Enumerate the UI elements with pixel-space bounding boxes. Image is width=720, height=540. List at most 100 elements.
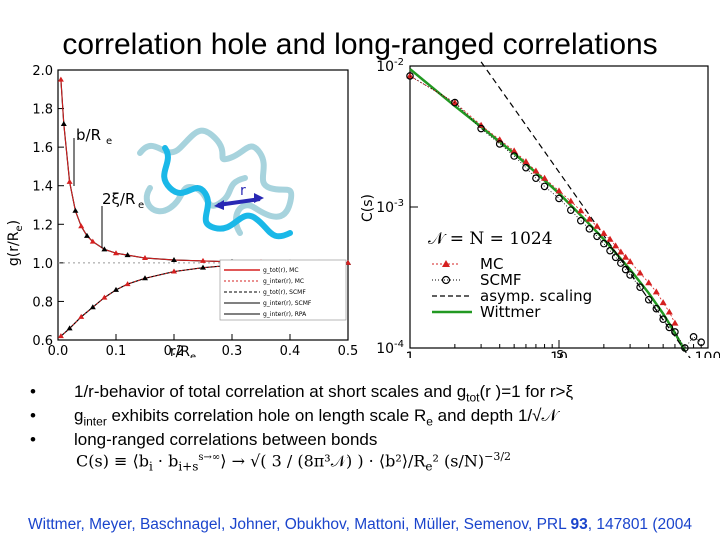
left-data-point bbox=[200, 264, 206, 270]
bond-correlation-formula: C(s) ≡ ⟨bi · bi+ss→∞⟩ → √( 3 / (8π³𝒩) ) … bbox=[76, 450, 512, 474]
scmf-point bbox=[621, 265, 630, 274]
scmf-point bbox=[626, 271, 634, 279]
left-data-point bbox=[142, 275, 148, 281]
left-y-tick-label: 1.2 bbox=[32, 218, 53, 233]
mc-point bbox=[585, 215, 593, 222]
left-y-tick-label: 0.6 bbox=[32, 334, 53, 349]
left-data-point bbox=[57, 76, 64, 82]
b-over-re-sub: e bbox=[106, 136, 112, 147]
left-x-tick-label: 0.0 bbox=[48, 344, 69, 358]
left-legend: g_tot(r), MC g_inter(r), MC g_tot(r), SC… bbox=[219, 259, 347, 321]
left-data-point bbox=[78, 313, 85, 319]
mc-point bbox=[522, 158, 530, 165]
left-data-point bbox=[113, 286, 119, 292]
left-x-tick-label: 0.4 bbox=[280, 344, 301, 358]
mc-point bbox=[652, 288, 660, 295]
scmf-point bbox=[611, 253, 620, 262]
bullet-2-text: ginter exhibits correlation hole on leng… bbox=[74, 406, 558, 429]
scmf-point bbox=[665, 323, 674, 332]
distance-r-arrow-icon bbox=[217, 197, 261, 207]
scmf-point bbox=[495, 140, 504, 148]
scmf-point bbox=[617, 259, 625, 267]
legend-gtot-scmf: g_tot(r), SCMF bbox=[263, 289, 306, 296]
scmf-point bbox=[652, 304, 661, 313]
mc-point bbox=[606, 235, 614, 242]
left-y-tick-label: 1.8 bbox=[32, 103, 53, 118]
right-x-tick-label: 1 bbox=[406, 350, 415, 358]
legend-ginter-rpa: g_inter(r), RPA bbox=[263, 311, 307, 318]
bullet-3: • long-ranged correlations between bonds bbox=[30, 430, 710, 454]
left-x-tick-label: 0.1 bbox=[106, 344, 127, 358]
scmf-point bbox=[606, 246, 614, 255]
pair-correlation-chart: 0.0 0.1 0.2 0.3 0.4 0.5 0.6 0.8 1.0 1.2 1.4 1.6 1.8 2… bbox=[6, 64, 359, 358]
mc-point bbox=[532, 167, 540, 174]
left-data-point bbox=[57, 333, 64, 339]
xi-label: 2ξ/R bbox=[102, 190, 135, 208]
left-ylabel: g(r/Re) bbox=[6, 220, 25, 266]
scmf-point bbox=[522, 163, 530, 172]
left-series-line-mc bbox=[60, 262, 349, 337]
scmf-point bbox=[585, 225, 594, 233]
left-data-point bbox=[345, 259, 351, 265]
scmf-point bbox=[600, 239, 608, 248]
left-data-point bbox=[66, 325, 73, 331]
mc-point bbox=[617, 248, 625, 255]
mc-point bbox=[406, 72, 414, 79]
mc-point bbox=[626, 258, 634, 265]
right-ylabel: C(s) bbox=[360, 194, 376, 222]
left-data-point bbox=[101, 294, 108, 300]
scmf-point bbox=[555, 194, 563, 203]
scmf-point bbox=[697, 338, 705, 346]
scmf-point bbox=[593, 232, 601, 241]
scmf-point bbox=[644, 295, 653, 304]
legend-ginter-mc: g_inter(r), MC bbox=[263, 278, 304, 285]
legend-scmf: SCMF bbox=[480, 271, 522, 289]
left-data-point bbox=[66, 178, 73, 184]
left-xlabel: r/Re bbox=[170, 344, 196, 358]
scmf-point bbox=[540, 182, 549, 191]
scmf-point bbox=[566, 206, 575, 214]
scmf-point bbox=[451, 98, 459, 107]
mc-point bbox=[612, 242, 620, 249]
mc-point bbox=[541, 174, 549, 181]
left-data-point bbox=[142, 255, 148, 261]
left-data-point bbox=[84, 232, 90, 238]
polymer-coil-icon bbox=[137, 127, 295, 240]
bullet-1-text: 1/r-behavior of total correlation at sho… bbox=[74, 382, 574, 405]
r-label: r bbox=[240, 183, 246, 199]
scmf-point bbox=[671, 328, 679, 336]
bullet-2: • ginter exhibits correlation hole on le… bbox=[30, 406, 710, 430]
scmf-point bbox=[681, 344, 689, 352]
bullet-3-text: long-ranged correlations between bonds bbox=[74, 430, 378, 449]
left-data-point bbox=[89, 238, 96, 244]
legend-wittmer: Wittmer bbox=[480, 303, 541, 321]
left-x-tick-label: 0.2 bbox=[164, 344, 185, 358]
legend-asymp: asymp. scaling bbox=[480, 287, 592, 305]
scmf-point bbox=[576, 216, 585, 225]
left-data-point bbox=[171, 268, 177, 274]
scmf-point bbox=[510, 152, 518, 160]
left-y-tick-label: 1.4 bbox=[32, 180, 53, 195]
left-data-point bbox=[72, 207, 79, 213]
bullet-dot-icon: • bbox=[30, 382, 36, 401]
scmf-point bbox=[406, 72, 414, 80]
left-x-tick-label: 0.3 bbox=[222, 344, 243, 358]
right-x-tick-label: 10 bbox=[550, 350, 568, 358]
citation[interactable]: Wittmer, Meyer, Baschnagel, Johner, Obuk… bbox=[28, 516, 693, 533]
left-data-point bbox=[200, 257, 206, 263]
left-data-point bbox=[101, 246, 108, 252]
scmf-point bbox=[636, 283, 644, 291]
arrowheads-icon bbox=[214, 193, 264, 210]
bullet-dot-icon: • bbox=[30, 430, 36, 449]
left-x-tick-label: 0.5 bbox=[338, 344, 359, 358]
mc-point bbox=[671, 319, 679, 326]
right-y-tick-label: 10-3 bbox=[376, 198, 404, 216]
left-data-point bbox=[124, 252, 131, 258]
legend-mc: MC bbox=[480, 255, 503, 273]
left-data-point bbox=[60, 121, 67, 126]
bond-correlation-chart: 1 10 100 10-4 10-3 10-2 𝒩 = N = 1024 MC SCMF … bbox=[360, 58, 720, 358]
mc-point bbox=[665, 308, 673, 315]
right-x-tick-label: 100 bbox=[695, 350, 720, 358]
n-annotation: 𝒩 = N = 1024 bbox=[428, 229, 553, 249]
bullet-list: • 1/r-behavior of total correlation at s… bbox=[30, 382, 710, 454]
